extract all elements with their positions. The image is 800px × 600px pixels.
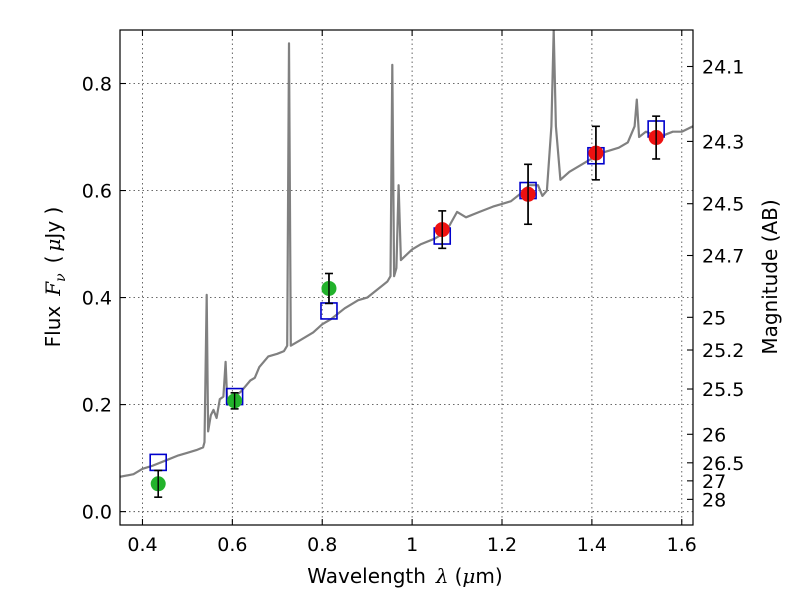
magnitude-tick-label: 28 [702,489,726,511]
magnitude-tick-label: 25.5 [702,379,744,401]
model-sed-line [120,30,693,478]
x-tick-label: 1.4 [577,534,607,556]
x-tick-label: 0.6 [217,534,247,556]
markers [149,115,665,498]
y-tick-label: 0.2 [82,395,112,417]
magnitude-tick-label: 24.3 [702,131,744,153]
magnitude-tick-label: 24.7 [702,246,744,268]
magnitude-axis-label: Magnitude (AB) [758,199,782,354]
y-tick-label: 0.4 [82,288,112,310]
magnitude-tick-label: 25.2 [702,340,744,362]
magnitude-tick-label: 25 [702,307,726,329]
y-tick-label: 0.0 [82,502,112,524]
magnitude-tick-label: 24.1 [702,56,744,78]
y-tick-label: 0.8 [82,74,112,96]
plot-area [120,30,693,498]
y-axis-label: FluxFν(μJy ) [41,207,69,348]
plot-frame [119,29,694,526]
magnitude-tick-label: 24.5 [702,194,744,216]
x-axis-label: Wavelength λ (μm) [307,564,502,588]
ticks: 0.4 0.6 0.8 1 1.2 1.4 1.6 0.0 0.2 0.4 0.6 0.8 24.1 24… [82,30,744,556]
magnitude-tick-label: 26 [702,424,726,446]
magnitude-tick-label: 26.5 [702,453,744,475]
x-tick-label: 0.8 [307,534,337,556]
x-tick-label: 1 [406,534,418,556]
x-tick-label: 1.6 [667,534,697,556]
magnitude-tick-label: 27 [702,471,726,493]
x-tick-label: 1.2 [487,534,517,556]
y-tick-label: 0.6 [82,181,112,203]
x-tick-label: 0.4 [127,534,157,556]
grid [120,30,693,525]
